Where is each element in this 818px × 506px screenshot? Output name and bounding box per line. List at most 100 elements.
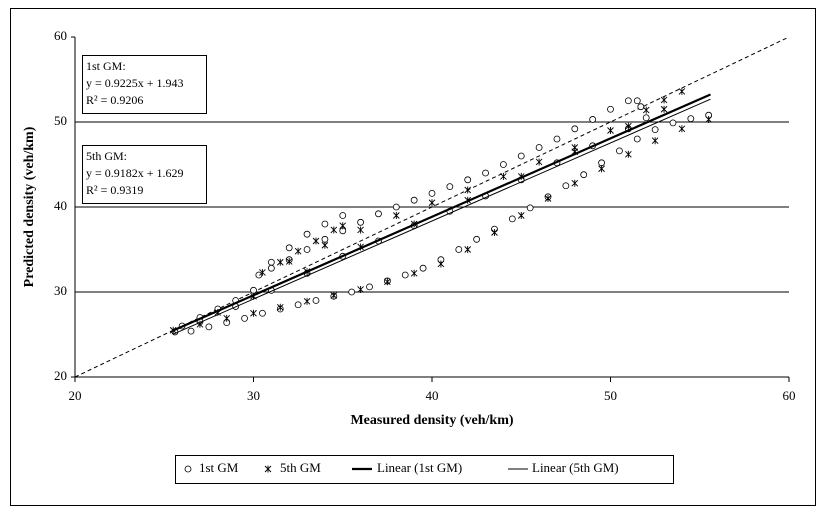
point <box>660 105 668 113</box>
annotation-text: 1st GM: <box>86 59 126 73</box>
trend-line <box>172 93 711 332</box>
point <box>625 150 632 158</box>
legend-label: 5th GM <box>280 460 321 475</box>
point <box>250 309 257 317</box>
point <box>428 189 436 197</box>
point <box>321 241 329 249</box>
y-tick-label: 40 <box>54 198 67 213</box>
point <box>303 246 311 253</box>
point <box>508 215 516 223</box>
point <box>624 97 632 105</box>
point <box>250 286 257 294</box>
point <box>330 291 338 299</box>
point <box>312 237 320 245</box>
point <box>526 204 534 212</box>
point <box>517 212 525 219</box>
point <box>267 258 275 266</box>
point <box>339 212 347 219</box>
point <box>205 323 213 331</box>
point <box>437 260 445 268</box>
point <box>464 246 472 253</box>
annotation-text: y = 0.9182x + 1.629 <box>86 166 184 180</box>
point <box>473 235 481 243</box>
point <box>375 210 382 218</box>
point <box>384 278 391 286</box>
point <box>223 314 231 322</box>
annotation-text: y = 0.9225x + 1.943 <box>86 76 184 90</box>
point <box>633 135 641 143</box>
y-tick-label: 60 <box>54 28 67 43</box>
legend-box <box>175 455 674 484</box>
y-tick-label: 20 <box>54 368 67 383</box>
legend-label: Linear (1st GM) <box>377 460 462 475</box>
point <box>625 122 632 130</box>
point <box>482 169 489 177</box>
y-axis-title: Predicted density (veh/km) <box>22 126 37 287</box>
point <box>607 105 614 113</box>
point <box>348 288 356 296</box>
point <box>571 125 579 133</box>
point <box>464 186 472 194</box>
point <box>294 301 302 309</box>
annotation-text: 5th GM: <box>86 149 127 163</box>
point <box>616 147 623 155</box>
point <box>598 165 605 173</box>
y-tick-label: 50 <box>54 113 67 128</box>
point <box>241 314 248 322</box>
x-tick-label: 40 <box>426 388 439 403</box>
point <box>303 230 311 238</box>
point <box>187 327 195 335</box>
x-tick-label: 30 <box>247 388 260 403</box>
legend-marker <box>264 465 272 473</box>
point <box>446 183 454 191</box>
x-tick-label: 60 <box>783 388 796 403</box>
point <box>321 235 329 243</box>
point <box>303 297 311 305</box>
point <box>330 226 338 234</box>
point <box>455 246 463 253</box>
point <box>669 119 677 127</box>
point <box>410 269 418 277</box>
point <box>589 116 597 123</box>
point <box>401 271 409 279</box>
point <box>562 182 570 190</box>
annotation-text: R² = 0.9319 <box>86 183 143 197</box>
point <box>660 96 668 104</box>
point <box>410 196 418 204</box>
point <box>553 135 561 143</box>
point <box>357 218 365 226</box>
point <box>259 268 266 276</box>
point <box>419 264 427 272</box>
point <box>642 106 650 114</box>
point <box>637 103 645 111</box>
y-tick-label: 30 <box>54 283 67 298</box>
point <box>580 171 588 179</box>
point <box>687 115 695 122</box>
point <box>259 309 266 317</box>
point <box>499 161 507 168</box>
annotation-box <box>82 55 207 114</box>
x-axis-title: Measured density (veh/km) <box>350 413 513 428</box>
point <box>571 179 579 187</box>
point <box>678 125 686 133</box>
point <box>339 222 347 230</box>
point <box>491 229 498 236</box>
legend-marker <box>184 465 192 473</box>
point <box>428 199 436 207</box>
point <box>535 158 543 166</box>
point <box>294 247 302 255</box>
point <box>651 126 659 134</box>
reference-line <box>74 36 790 378</box>
point <box>366 283 373 291</box>
trend-line <box>172 98 711 335</box>
point <box>678 87 686 95</box>
annotation-box <box>82 145 207 204</box>
point <box>357 226 364 234</box>
point <box>651 137 659 145</box>
point <box>276 258 284 266</box>
point <box>598 159 605 167</box>
x-tick-label: 50 <box>604 388 617 403</box>
point <box>285 244 293 252</box>
point <box>517 152 525 160</box>
